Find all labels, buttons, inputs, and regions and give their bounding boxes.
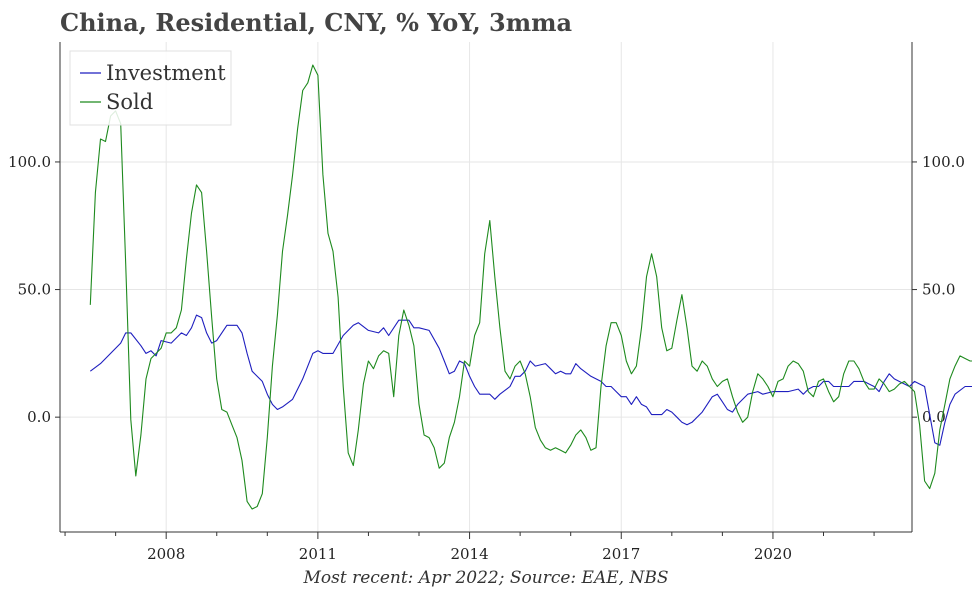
y-tick-label-right: 50.0 [922,281,955,299]
series-line-investment [89,314,972,446]
x-tick-label: 2020 [754,545,792,563]
x-tick-label: 2014 [450,545,488,563]
y-tick-label-right: 0.0 [922,408,946,426]
x-tick-label: 2017 [602,545,640,563]
legend-label-sold: Sold [106,90,153,114]
axes: 0.0 0.0 50.0 50.0 100.0 100.0 2008 2011 2014 2017… [8,42,965,563]
x-tick-label: 2011 [299,545,337,563]
y-tick-label-right: 100.0 [922,153,965,171]
series-layer [89,64,972,510]
legend-box [69,50,232,126]
y-tick-label-left: 50.0 [18,281,51,299]
y-tick-label-left: 0.0 [27,408,51,426]
legend-label-investment: Investment [106,61,226,85]
legend: Investment Sold [69,50,232,126]
chart-title: China, Residential, CNY, % YoY, 3mma [60,8,572,37]
chart-footnote: Most recent: Apr 2022; Source: EAE, NBS [303,568,669,588]
y-tick-label-left: 100.0 [8,153,51,171]
x-tick-label: 2008 [147,545,185,563]
series-line-sold [89,64,972,510]
